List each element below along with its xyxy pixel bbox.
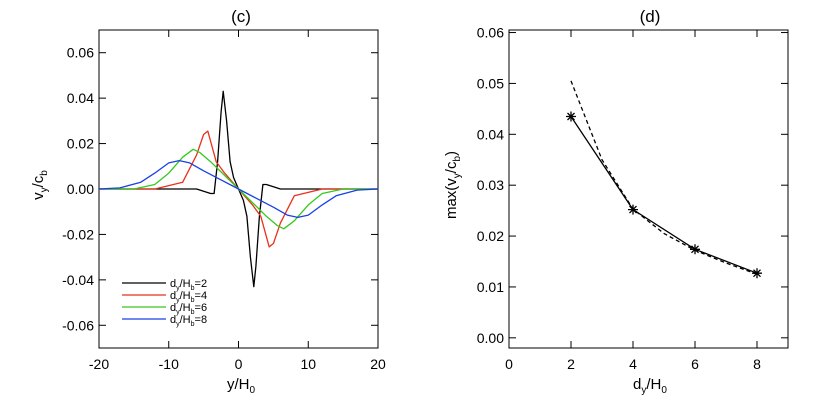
panel-c-y-tick-label: 0.06 (67, 45, 94, 61)
panel-d-star-marker (752, 268, 762, 279)
panel-d-y-tick-label: 0.06 (477, 25, 504, 41)
panel-c-xlabel: y/H0 (227, 376, 256, 396)
panel-c-y-tick-label: 0.04 (67, 90, 94, 106)
panel-d-axes-frame (508, 29, 789, 349)
panel-c-x-tick-label: 0 (235, 356, 243, 372)
panel-c-series-line-4 (98, 159, 379, 219)
legend-label-2: dy/Hb=4 (170, 290, 207, 304)
legend-label-3: dy/Hb=6 (170, 302, 207, 316)
panel-c-y-tick-label: 0.00 (67, 181, 94, 197)
panel-d-star-marker (690, 244, 700, 255)
panel-c-x-tick-label: 20 (370, 356, 386, 372)
panel-d-y-tick-label: 0.05 (477, 75, 504, 91)
panel-c-y-tick-label: -0.02 (62, 226, 94, 242)
panel-c-y-tick-label: -0.06 (62, 317, 94, 333)
panel-d-x-tick-label: 0 (505, 356, 513, 372)
panel-c-x-tick-label: 10 (300, 356, 316, 372)
panel-d-x-tick-label: 6 (691, 356, 699, 372)
panel-d-ylabel: max(vy/cb) (443, 151, 463, 219)
panel-d-y-tick-label: 0.00 (477, 330, 504, 346)
panel-d-y-tick-label: 0.01 (477, 279, 504, 295)
panel-d-y-tick-label: 0.03 (477, 177, 504, 193)
chart-panel-d: (d) 0 2 4 6 8 0.00 0.01 0.02 0.03 0.04 0.05 0.06 dy… (443, 7, 789, 396)
panel-d-x-tick-label: 2 (567, 356, 575, 372)
panel-c-ylabel: vy/cb (30, 170, 50, 200)
panel-c-plot-area: -20 -10 0 10 20 -0.06 -0.04 -0.02 0.00 0.02 0.04 0.… (62, 29, 386, 372)
panel-d-y-tick-label: 0.02 (477, 228, 504, 244)
panel-c-x-tick-label: -10 (159, 356, 179, 372)
legend-label-4: dy/Hb=8 (170, 314, 207, 328)
panel-d-plot-area: 0 2 4 6 8 0.00 0.01 0.02 0.03 0.04 0.05 0.06 (477, 25, 789, 372)
panel-d-label: (d) (640, 7, 661, 26)
panel-c-y-tick-label: -0.04 (62, 272, 94, 288)
panel-c-x-tick-label: -20 (89, 356, 109, 372)
panel-d-xlabel: dy/H0 (633, 376, 667, 396)
panel-c-label: (c) (231, 7, 251, 26)
panel-d-series-line-2 (570, 80, 758, 275)
chart-panel-c: (c) -20 -10 0 10 20 -0.06 -0.04 -0.02 0.00 0.02 0.… (30, 7, 386, 396)
panel-d-y-tick-label: 0.04 (477, 126, 504, 142)
legend-label-1: dy/Hb=2 (170, 278, 207, 292)
panel-c-y-tick-label: 0.02 (67, 136, 94, 152)
panel-d-series-line-1 (570, 116, 758, 274)
panel-d-x-tick-label: 4 (629, 356, 637, 372)
panel-d-star-marker (566, 111, 576, 122)
panel-d-x-tick-label: 8 (753, 356, 761, 372)
